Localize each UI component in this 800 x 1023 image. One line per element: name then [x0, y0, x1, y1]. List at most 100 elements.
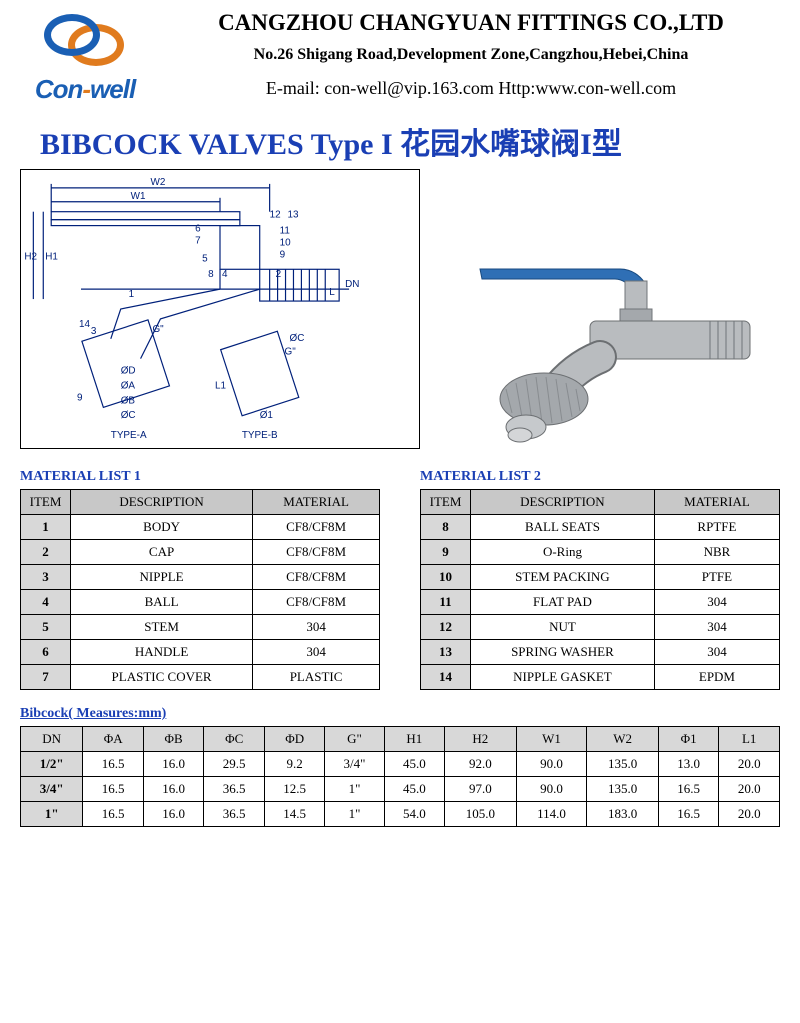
table-row: 14NIPPLE GASKETEPDM: [421, 665, 780, 690]
svg-text:G": G": [152, 324, 164, 335]
table-cell: 12.5: [264, 777, 325, 802]
svg-text:8: 8: [208, 269, 214, 280]
table-row: 5STEM304: [21, 615, 380, 640]
table-header: L1: [719, 727, 780, 752]
table-cell: 36.5: [204, 777, 265, 802]
svg-text:3: 3: [91, 326, 97, 337]
table-cell: CAP: [71, 540, 253, 565]
table-cell: SPRING WASHER: [471, 640, 655, 665]
table-cell: 105.0: [445, 802, 517, 827]
measures-block: Bibcock( Measures:mm) DNΦAΦBΦCΦDG"H1H2W1…: [20, 706, 780, 827]
material-list-2: MATERIAL LIST 2 ITEMDESCRIPTIONMATERIAL …: [420, 469, 780, 690]
svg-text:7: 7: [195, 235, 201, 246]
svg-text:6: 6: [195, 224, 201, 235]
table-header: DN: [21, 727, 83, 752]
material-tables-row: MATERIAL LIST 1 ITEMDESCRIPTIONMATERIAL …: [20, 469, 780, 690]
table-row: 11FLAT PAD304: [421, 590, 780, 615]
table-cell: PLASTIC COVER: [71, 665, 253, 690]
table-cell: 20.0: [719, 777, 780, 802]
table-cell: 45.0: [384, 752, 445, 777]
logo-brand-dash: -: [82, 74, 90, 104]
company-contact: E-mail: con-well@vip.163.com Http:www.co…: [162, 78, 780, 99]
table-cell: CF8/CF8M: [253, 515, 380, 540]
table-header: ΦB: [143, 727, 204, 752]
table-cell: 90.0: [516, 752, 587, 777]
table-cell: 97.0: [445, 777, 517, 802]
table-cell: 304: [253, 615, 380, 640]
table-cell: 11: [421, 590, 471, 615]
svg-text:ØC: ØC: [121, 410, 136, 421]
table-cell: FLAT PAD: [471, 590, 655, 615]
table-cell: EPDM: [654, 665, 779, 690]
table-cell: 135.0: [587, 752, 659, 777]
table-cell: 13.0: [658, 752, 719, 777]
measures-table: DNΦAΦBΦCΦDG"H1H2W1W2Φ1L1 1/2"16.516.029.…: [20, 726, 780, 827]
table-cell: PLASTIC: [253, 665, 380, 690]
table-header: DESCRIPTION: [71, 490, 253, 515]
table-row: 2CAPCF8/CF8M: [21, 540, 380, 565]
table-cell: STEM: [71, 615, 253, 640]
material2-heading: MATERIAL LIST 2: [420, 469, 780, 485]
company-address: No.26 Shigang Road,Development Zone,Cang…: [162, 46, 780, 64]
table-cell: 1": [325, 777, 384, 802]
table-cell: 16.5: [83, 752, 144, 777]
table-cell: 29.5: [204, 752, 265, 777]
table-row: 3NIPPLECF8/CF8M: [21, 565, 380, 590]
svg-text:TYPE-B: TYPE-B: [242, 430, 278, 441]
svg-text:1: 1: [129, 289, 135, 300]
table-row: 9O-RingNBR: [421, 540, 780, 565]
table-header: ITEM: [21, 490, 71, 515]
logo-brand-text: Con-well: [20, 74, 150, 105]
table-cell: 16.0: [143, 802, 204, 827]
svg-text:W2: W2: [151, 177, 166, 188]
table-cell: 90.0: [516, 777, 587, 802]
table-cell: BALL SEATS: [471, 515, 655, 540]
material-list-1: MATERIAL LIST 1 ITEMDESCRIPTIONMATERIAL …: [20, 469, 380, 690]
svg-text:H2: H2: [24, 251, 37, 262]
svg-text:TYPE-A: TYPE-A: [111, 430, 147, 441]
table-cell: 14.5: [264, 802, 325, 827]
svg-text:2: 2: [276, 269, 282, 280]
svg-text:ØB: ØB: [121, 395, 136, 406]
table-cell: CF8/CF8M: [253, 540, 380, 565]
svg-text:ØD: ØD: [121, 366, 136, 377]
table-cell: 135.0: [587, 777, 659, 802]
svg-text:H1: H1: [45, 251, 58, 262]
table-cell: 1": [325, 802, 384, 827]
figure-row: W2 W1 H2 H1: [20, 169, 780, 449]
table-cell: 114.0: [516, 802, 587, 827]
table-cell: 6: [21, 640, 71, 665]
table-cell: 16.5: [658, 802, 719, 827]
table-header: MATERIAL: [253, 490, 380, 515]
table-header: W2: [587, 727, 659, 752]
svg-text:9: 9: [77, 392, 83, 403]
table-cell: 12: [421, 615, 471, 640]
table-cell: 5: [21, 615, 71, 640]
table-header: H2: [445, 727, 517, 752]
table-cell: 9.2: [264, 752, 325, 777]
table-cell: 3/4": [21, 777, 83, 802]
svg-text:L: L: [329, 287, 335, 298]
table-cell: 3: [21, 565, 71, 590]
table-cell: NIPPLE GASKET: [471, 665, 655, 690]
material1-table: ITEMDESCRIPTIONMATERIAL 1BODYCF8/CF8M2CA…: [20, 489, 380, 690]
svg-text:12: 12: [270, 210, 282, 221]
table-header: H1: [384, 727, 445, 752]
title-cn: 花园水嘴球阀I型: [400, 128, 622, 161]
table-row: 8BALL SEATSRPTFE: [421, 515, 780, 540]
svg-text:W1: W1: [131, 191, 146, 202]
table-cell: 1: [21, 515, 71, 540]
table-header: ΦD: [264, 727, 325, 752]
table-cell: 92.0: [445, 752, 517, 777]
table-cell: 2: [21, 540, 71, 565]
table-cell: 10: [421, 565, 471, 590]
table-row: 1/2"16.516.029.59.23/4"45.092.090.0135.0…: [21, 752, 780, 777]
svg-text:13: 13: [288, 210, 300, 221]
svg-text:11: 11: [280, 226, 291, 237]
table-cell: 14: [421, 665, 471, 690]
table-header: DESCRIPTION: [471, 490, 655, 515]
table-cell: 304: [654, 590, 779, 615]
svg-text:ØA: ØA: [121, 380, 136, 391]
table-cell: 16.5: [83, 802, 144, 827]
table-cell: STEM PACKING: [471, 565, 655, 590]
